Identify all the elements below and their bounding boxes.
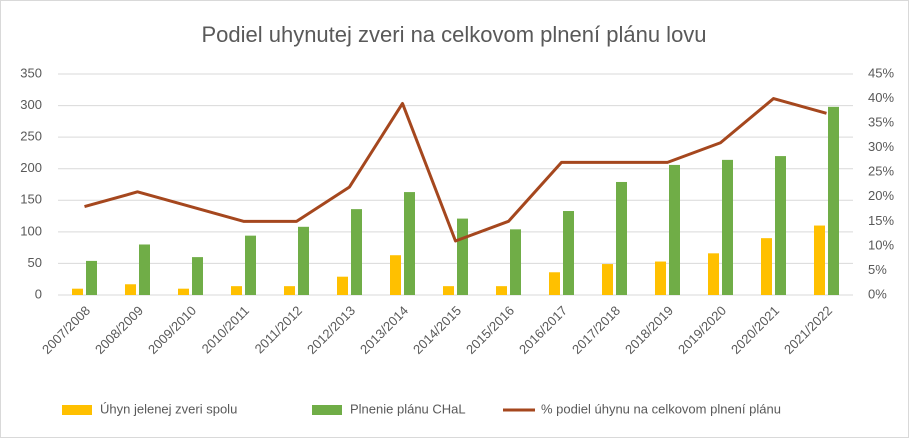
bar [86,261,97,295]
legend-swatch [312,405,342,415]
bar [549,272,560,295]
bar [351,209,362,295]
y2-tick-label: 30% [868,139,894,154]
bar [443,286,454,295]
y2-tick-label: 25% [868,164,894,179]
y-tick-label: 100 [20,223,42,238]
bar [457,219,468,295]
y2-tick-label: 35% [868,115,894,130]
bar [708,253,719,295]
bar [655,262,666,295]
bar [563,211,574,295]
bar [828,107,839,295]
bar [231,286,242,295]
bar [616,182,627,295]
y2-tick-label: 15% [868,213,894,228]
bar [284,286,295,295]
y-tick-label: 150 [20,192,42,207]
bar [510,229,521,295]
bar [139,244,150,295]
bar [775,156,786,295]
bar [390,255,401,295]
y2-tick-label: 0% [868,286,887,301]
bar [761,238,772,295]
chart-frame [1,1,909,438]
y2-tick-label: 40% [868,90,894,105]
bar [298,227,309,295]
legend-label: Plnenie plánu CHaL [350,401,466,416]
y2-tick-label: 5% [868,262,887,277]
bar [722,160,733,295]
chart: Podiel uhynutej zveri na celkovom plnení… [0,0,909,438]
y-tick-label: 0 [35,286,42,301]
bar [337,277,348,295]
bar [192,257,203,295]
bar [669,165,680,295]
bar [178,289,189,295]
bar [602,264,613,295]
bar [814,226,825,295]
y2-tick-label: 10% [868,237,894,252]
y2-tick-label: 20% [868,188,894,203]
bar [72,289,83,295]
legend-label: Úhyn jelenej zveri spolu [100,401,237,416]
y-tick-label: 350 [20,65,42,80]
bar [245,236,256,295]
y-tick-label: 200 [20,160,42,175]
y2-tick-label: 45% [868,65,894,80]
y-tick-label: 50 [28,255,42,270]
y-tick-label: 250 [20,129,42,144]
bar [125,284,136,295]
legend-label: % podiel úhynu na celkovom plnení plánu [541,401,781,416]
chart-title: Podiel uhynutej zveri na celkovom plnení… [201,22,706,47]
bar [404,192,415,295]
y-tick-label: 300 [20,97,42,112]
bar [496,286,507,295]
legend-swatch [62,405,92,415]
